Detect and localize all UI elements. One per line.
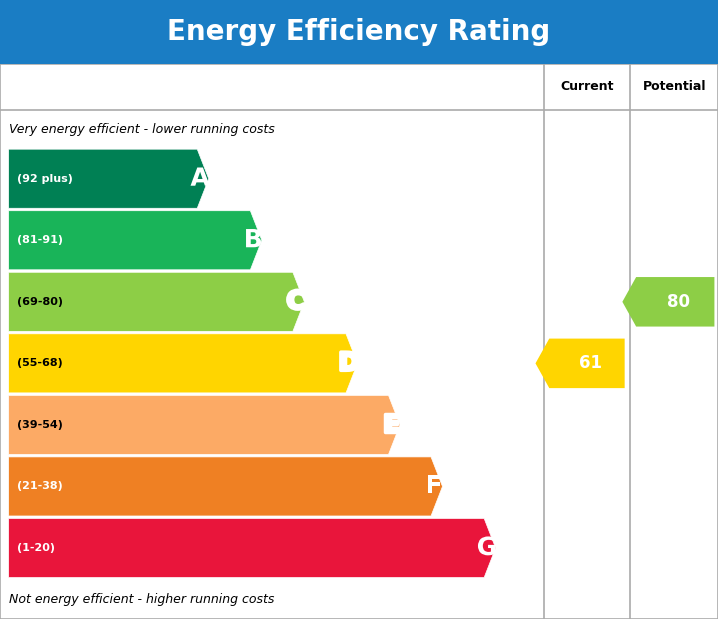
Polygon shape bbox=[9, 457, 442, 516]
Bar bbox=[0, 0, 718, 64]
Text: (92 plus): (92 plus) bbox=[17, 174, 73, 184]
Text: Energy Efficiency Rating: Energy Efficiency Rating bbox=[167, 18, 551, 46]
Text: B: B bbox=[243, 228, 263, 253]
Text: C: C bbox=[286, 290, 305, 314]
Text: G: G bbox=[477, 536, 498, 560]
Polygon shape bbox=[536, 339, 625, 388]
Text: E: E bbox=[383, 413, 400, 437]
Polygon shape bbox=[9, 210, 262, 270]
Text: Very energy efficient - lower running costs: Very energy efficient - lower running co… bbox=[9, 123, 274, 136]
Polygon shape bbox=[9, 272, 304, 331]
Text: (81-91): (81-91) bbox=[17, 235, 63, 245]
Bar bbox=[0, 64, 718, 619]
Text: Current: Current bbox=[560, 80, 614, 93]
Text: 61: 61 bbox=[579, 354, 602, 373]
Text: A: A bbox=[190, 167, 210, 191]
Text: (1-20): (1-20) bbox=[17, 543, 55, 553]
Text: 80: 80 bbox=[667, 293, 691, 311]
Text: (21-38): (21-38) bbox=[17, 482, 63, 491]
Polygon shape bbox=[9, 519, 495, 578]
Text: D: D bbox=[339, 352, 359, 375]
Text: (55-68): (55-68) bbox=[17, 358, 63, 368]
Polygon shape bbox=[9, 334, 358, 393]
Polygon shape bbox=[9, 396, 400, 454]
Text: Not energy efficient - higher running costs: Not energy efficient - higher running co… bbox=[9, 593, 274, 606]
Text: (69-80): (69-80) bbox=[17, 297, 63, 307]
Text: Potential: Potential bbox=[643, 80, 706, 93]
Polygon shape bbox=[623, 277, 714, 327]
Text: F: F bbox=[425, 474, 442, 498]
Text: (39-54): (39-54) bbox=[17, 420, 63, 430]
Polygon shape bbox=[9, 149, 209, 208]
